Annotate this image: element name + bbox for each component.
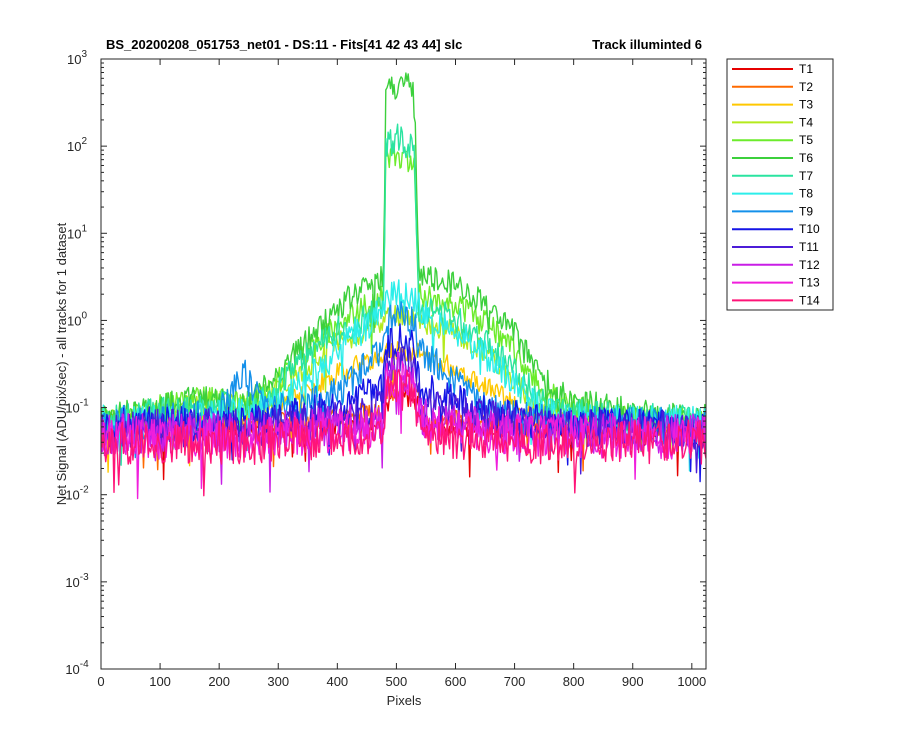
series-line-t13: [101, 360, 706, 500]
y-tick-label: 10-1: [65, 398, 89, 416]
y-tick-base: 10: [67, 139, 81, 154]
y-tick-exponent: -4: [80, 659, 89, 670]
legend-entry: T3: [799, 98, 813, 112]
series-line-t14: [101, 369, 706, 497]
y-tick-label: 10-2: [65, 485, 89, 503]
y-tick-base: 10: [65, 488, 79, 503]
x-tick-label: 1000: [677, 674, 706, 689]
x-tick-label: 700: [504, 674, 526, 689]
y-tick-exponent: 1: [81, 223, 87, 234]
legend-entry: T7: [799, 169, 813, 183]
legend-entry: T2: [799, 80, 813, 94]
x-axis-label: Pixels: [387, 693, 422, 708]
chart-title: BS_20200208_051753_net01 - DS:11 - Fits[…: [106, 37, 462, 52]
legend-entry: T10: [799, 222, 820, 236]
chart-title-right: Track illuminted 6: [592, 37, 702, 52]
y-tick-base: 10: [67, 226, 81, 241]
y-tick-exponent: -1: [80, 398, 89, 409]
legend-entry: T11: [799, 240, 819, 254]
y-tick-base: 10: [65, 662, 79, 677]
x-axis: 0 100 200 300 400 500 600 700 800 900 1000: [97, 59, 706, 689]
x-tick-label: 0: [97, 674, 104, 689]
series-line-t11: [101, 345, 706, 475]
legend-box: [726, 58, 834, 311]
legend-entry: T4: [799, 115, 813, 129]
x-tick-label: 800: [563, 674, 585, 689]
y-tick-label: 102: [67, 136, 87, 154]
x-tick-label: 900: [622, 674, 644, 689]
x-tick-label: 300: [267, 674, 289, 689]
legend-entry: T5: [799, 133, 813, 147]
legend-entry: T6: [799, 151, 813, 165]
x-tick-label: 200: [208, 674, 230, 689]
y-tick-base: 10: [67, 313, 81, 328]
x-tick-label: 600: [445, 674, 467, 689]
series-layer: [101, 72, 706, 500]
legend-entry: T8: [799, 187, 813, 201]
y-tick-label: 10-4: [65, 659, 89, 677]
legend: T1 T2 T3 T4 T5 T6 T7 T8 T9 T10 T11 T12 T13 T14: [726, 58, 834, 311]
y-tick-label: 10-3: [65, 572, 89, 590]
x-tick-label: 500: [386, 674, 408, 689]
legend-entry: T12: [799, 258, 820, 272]
y-tick-label: 103: [67, 49, 87, 67]
y-tick-exponent: -2: [80, 485, 89, 496]
y-tick-exponent: -3: [80, 572, 89, 583]
y-tick-base: 10: [67, 52, 81, 67]
y-tick-label: 101: [67, 223, 87, 241]
y-tick-exponent: 0: [81, 310, 87, 321]
legend-entry: T1: [799, 62, 813, 76]
legend-entry: T14: [799, 293, 820, 307]
series-line-t12: [101, 351, 706, 493]
y-axis-label: Net Signal (ADU/pix/sec) - all tracks fo…: [54, 222, 69, 505]
y-tick-base: 10: [65, 575, 79, 590]
x-tick-label: 100: [149, 674, 171, 689]
y-tick-exponent: 2: [81, 136, 87, 147]
plot-box: [100, 58, 707, 670]
legend-entry: T9: [799, 204, 813, 218]
y-tick-base: 10: [65, 401, 79, 416]
legend-entry: T13: [799, 276, 820, 290]
y-tick-label: 100: [67, 310, 87, 328]
x-tick-label: 400: [326, 674, 348, 689]
y-tick-exponent: 3: [81, 49, 87, 60]
series-line-t6: [101, 72, 706, 452]
